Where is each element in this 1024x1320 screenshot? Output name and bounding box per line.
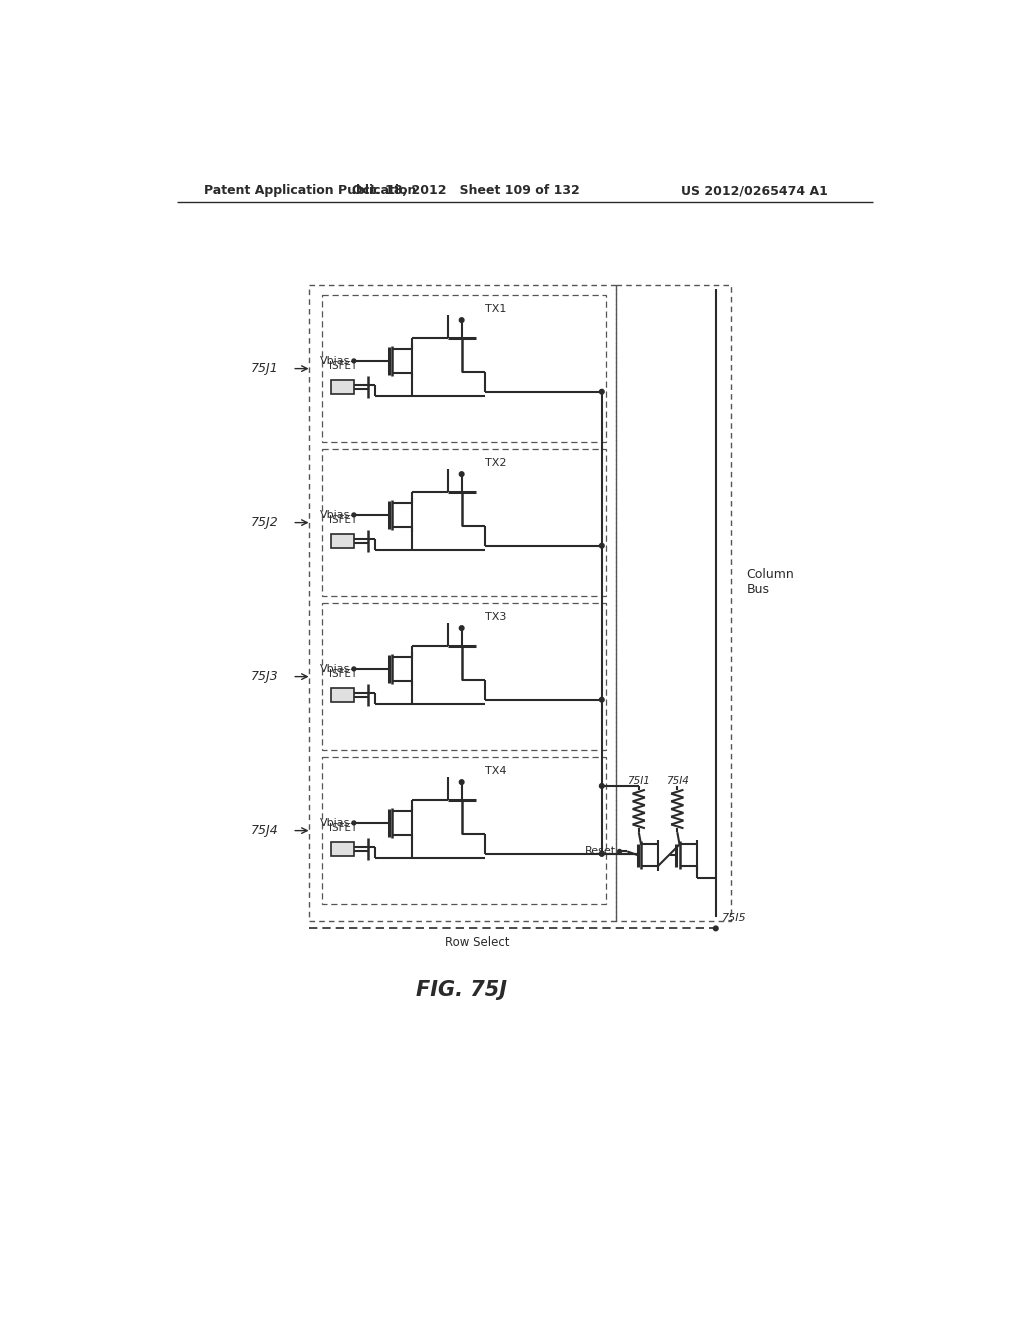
Circle shape: [599, 544, 604, 548]
Text: 75J3: 75J3: [251, 671, 279, 684]
Text: 75I4: 75I4: [666, 776, 689, 785]
Circle shape: [352, 359, 355, 363]
Text: Vbias: Vbias: [319, 818, 350, 828]
Text: ISFET: ISFET: [330, 360, 357, 371]
Text: Row Select: Row Select: [444, 936, 509, 949]
Circle shape: [460, 471, 464, 477]
Bar: [322, 603, 605, 750]
Circle shape: [599, 389, 604, 393]
Text: 75J4: 75J4: [251, 824, 279, 837]
Text: FIG. 75J: FIG. 75J: [416, 979, 507, 1001]
Text: 75J2: 75J2: [251, 516, 279, 529]
Text: Oct. 18, 2012   Sheet 109 of 132: Oct. 18, 2012 Sheet 109 of 132: [351, 185, 580, 197]
Circle shape: [599, 697, 604, 702]
Bar: [331, 380, 354, 395]
Text: US 2012/0265474 A1: US 2012/0265474 A1: [681, 185, 827, 197]
Text: Vbias: Vbias: [319, 356, 350, 366]
Text: ISFET: ISFET: [330, 822, 357, 833]
Circle shape: [460, 318, 464, 322]
Bar: [322, 296, 605, 442]
Bar: [322, 449, 605, 595]
Circle shape: [352, 513, 355, 517]
Circle shape: [599, 851, 604, 857]
Circle shape: [714, 927, 718, 931]
Circle shape: [599, 851, 604, 857]
Circle shape: [352, 667, 355, 671]
Text: Patent Application Publication: Patent Application Publication: [204, 185, 416, 197]
Bar: [322, 758, 605, 904]
Circle shape: [460, 780, 464, 784]
Circle shape: [460, 626, 464, 631]
Bar: [615, 285, 731, 921]
Bar: [331, 688, 354, 702]
Text: Column
Bus: Column Bus: [746, 568, 795, 595]
Text: Vbias: Vbias: [319, 664, 350, 675]
Text: TX1: TX1: [484, 305, 506, 314]
Text: TX3: TX3: [484, 612, 506, 622]
Text: Reset: Reset: [585, 846, 615, 857]
Circle shape: [599, 784, 604, 788]
Text: Vbias: Vbias: [319, 510, 350, 520]
Text: ISFET: ISFET: [330, 669, 357, 678]
Circle shape: [617, 850, 622, 853]
Bar: [309, 285, 615, 921]
Bar: [331, 842, 354, 855]
Text: TX4: TX4: [484, 767, 506, 776]
Text: 75I5: 75I5: [722, 912, 746, 923]
Text: ISFET: ISFET: [330, 515, 357, 525]
Circle shape: [352, 821, 355, 825]
Text: 75I1: 75I1: [628, 776, 650, 785]
Text: TX2: TX2: [484, 458, 506, 469]
Text: 75J1: 75J1: [251, 362, 279, 375]
Bar: [331, 535, 354, 548]
